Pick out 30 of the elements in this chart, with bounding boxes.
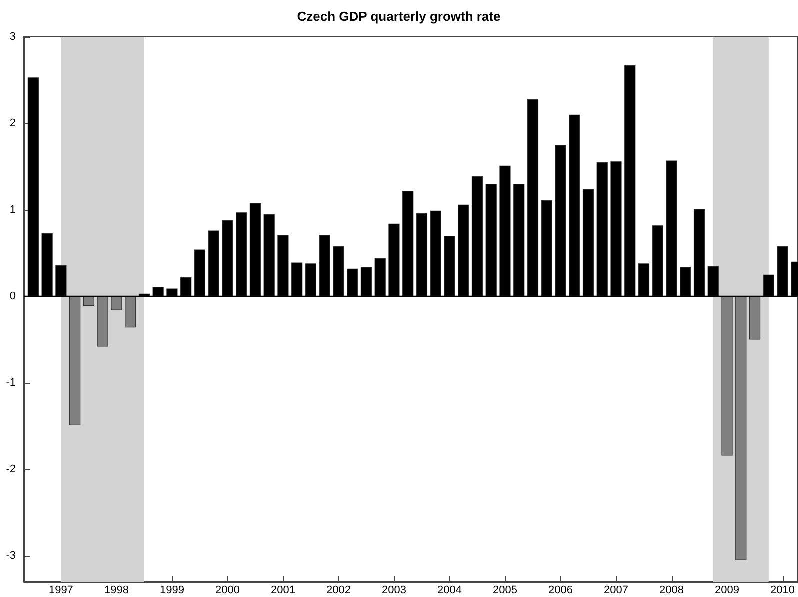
y-tick-label: -2	[6, 464, 16, 476]
x-tick-label: 2002	[326, 584, 351, 596]
y-tick-label: -1	[6, 377, 16, 390]
bar	[125, 296, 136, 328]
chart-title: Czech GDP quarterly growth rate	[297, 9, 501, 24]
x-tick-label: 2001	[270, 584, 296, 596]
y-tick-label: 3	[10, 31, 16, 43]
x-tick-label: 2010	[770, 584, 796, 596]
bar	[736, 296, 747, 560]
bar	[111, 296, 122, 310]
x-tick-label: 2003	[382, 584, 406, 596]
x-tick-label: 2009	[715, 584, 740, 596]
x-tick-label: 2006	[548, 584, 573, 596]
y-tick-label: 0	[10, 290, 16, 303]
bar	[70, 296, 81, 426]
x-tick-label: 1998	[104, 584, 129, 596]
y-tick-label: 2	[10, 118, 16, 130]
bar	[97, 296, 108, 347]
bar	[83, 296, 94, 306]
y-tick-label: -3	[6, 550, 16, 562]
x-tick-label: 1997	[48, 584, 74, 596]
bar	[749, 296, 761, 340]
x-tick-label: 2005	[492, 584, 518, 596]
x-tick-label: 2000	[215, 584, 240, 596]
y-tick-label: 1	[10, 204, 16, 216]
x-tick-label: 2008	[660, 584, 684, 596]
x-tick-label: 2007	[604, 584, 628, 596]
x-tick-label: 2004	[437, 584, 462, 596]
bar	[722, 296, 733, 456]
x-tick-label: 1999	[160, 584, 184, 596]
